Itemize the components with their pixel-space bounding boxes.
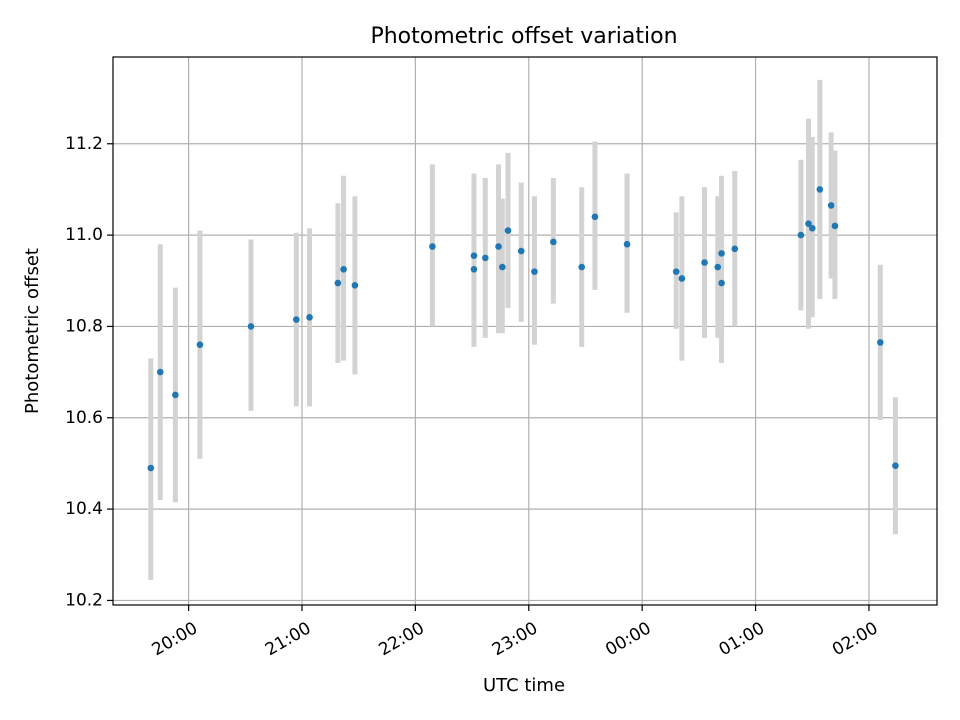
y-tick-label: 10.8 — [65, 316, 103, 336]
chart-title: Photometric offset variation — [370, 24, 677, 49]
data-point — [672, 268, 680, 275]
data-point — [808, 224, 816, 232]
data-point — [797, 231, 805, 239]
data-point — [470, 252, 478, 259]
data-point — [351, 282, 359, 289]
data-point — [578, 263, 585, 271]
data-point — [731, 245, 739, 253]
x-tick-label: 22:00 — [375, 618, 427, 660]
data-point — [714, 263, 722, 271]
x-tick-label: 00:00 — [602, 618, 654, 660]
data-point — [718, 279, 725, 287]
y-axis-label: Photometric offset — [22, 248, 43, 414]
data-point — [892, 462, 899, 470]
data-point — [334, 279, 342, 287]
data-point — [678, 275, 686, 282]
data-point — [816, 186, 824, 193]
x-axis-label: UTC time — [483, 675, 565, 696]
y-tick-label: 11.0 — [65, 225, 103, 245]
x-tick-label: 20:00 — [149, 618, 201, 660]
data-point — [623, 240, 631, 248]
data-point — [147, 464, 155, 472]
x-tick-label: 01:00 — [716, 618, 768, 660]
y-axis-ticks: 10.2 10.4 10.6 10.8 11.0 11.2 — [65, 134, 113, 610]
data-point — [805, 220, 812, 227]
data-point — [718, 250, 725, 257]
x-axis-ticks: 20:00 21:00 22:00 23:00 00:00 01:00 02:00 — [149, 605, 881, 660]
data-point — [482, 254, 489, 262]
data-point — [340, 266, 347, 273]
data-point — [504, 227, 512, 234]
data-point — [293, 316, 300, 323]
plot-frame — [112, 56, 938, 606]
data-point — [701, 259, 708, 266]
data-point — [531, 268, 538, 275]
data-point — [591, 213, 599, 221]
x-tick-label: 21:00 — [262, 618, 314, 660]
data-point — [550, 238, 557, 246]
data-point — [172, 391, 179, 399]
data-point — [827, 202, 835, 209]
y-tick-label: 10.2 — [65, 590, 103, 610]
data-point — [517, 247, 525, 255]
data-point — [156, 368, 164, 376]
y-tick-label: 11.2 — [65, 134, 103, 154]
data-point — [831, 222, 839, 230]
y-tick-label: 10.6 — [65, 408, 103, 428]
y-tick-label: 10.4 — [65, 499, 103, 519]
error-bars — [148, 79, 898, 580]
data-point — [877, 339, 884, 346]
data-point — [306, 314, 313, 321]
data-point — [247, 323, 255, 330]
data-point — [499, 263, 506, 271]
data-point — [495, 243, 502, 250]
data-points — [147, 186, 899, 472]
data-point — [470, 266, 478, 273]
x-tick-label: 23:00 — [489, 618, 541, 660]
data-point — [196, 341, 204, 349]
x-tick-label: 02:00 — [829, 618, 881, 660]
data-point — [429, 243, 436, 250]
